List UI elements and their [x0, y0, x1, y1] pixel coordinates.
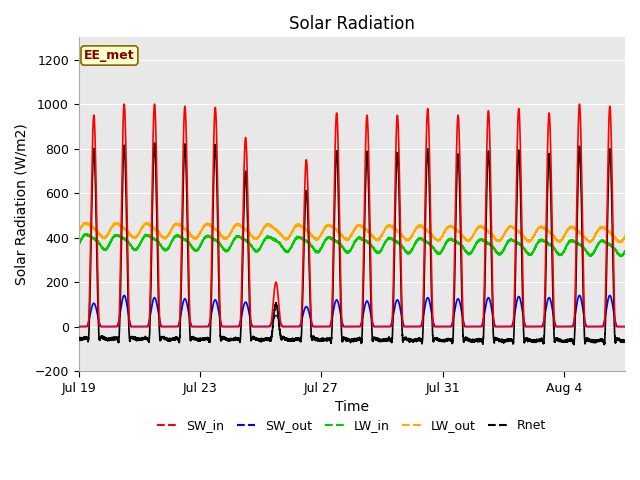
LW_out	[82, 219, 90, 225]
SW_out	[526, 324, 534, 329]
LW_in	[75, 241, 83, 247]
Line: Rnet: Rnet	[79, 143, 625, 345]
SW_in	[506, 324, 514, 329]
LW_out	[305, 229, 312, 235]
LW_in	[506, 237, 514, 243]
Rnet	[621, 339, 629, 345]
Line: SW_out: SW_out	[79, 296, 625, 326]
SW_in	[75, 324, 83, 329]
LW_in	[485, 240, 493, 246]
Rnet	[506, 337, 514, 343]
Title: Solar Radiation: Solar Radiation	[289, 15, 415, 33]
SW_out	[484, 295, 492, 300]
SW_in	[511, 261, 519, 266]
SW_out	[506, 324, 514, 329]
Rnet	[600, 342, 608, 348]
SW_in	[621, 324, 629, 329]
LW_in	[526, 251, 534, 257]
LW_out	[290, 227, 298, 232]
SW_in	[290, 324, 298, 329]
Line: LW_in: LW_in	[79, 234, 625, 256]
SW_in	[305, 223, 312, 228]
SW_out	[511, 309, 519, 314]
LW_in	[82, 231, 90, 237]
SW_out	[606, 293, 614, 299]
Rnet	[526, 336, 534, 342]
Y-axis label: Solar Radiation (W/m2): Solar Radiation (W/m2)	[15, 123, 29, 285]
Rnet	[151, 140, 159, 146]
LW_out	[506, 224, 514, 230]
LW_out	[511, 227, 519, 232]
Legend: SW_in, SW_out, LW_in, LW_out, Rnet: SW_in, SW_out, LW_in, LW_out, Rnet	[152, 414, 551, 437]
Rnet	[511, 288, 519, 294]
SW_in	[485, 109, 493, 115]
Line: SW_in: SW_in	[79, 104, 625, 326]
LW_out	[526, 238, 534, 244]
LW_in	[290, 240, 298, 246]
LW_in	[617, 253, 625, 259]
Rnet	[75, 335, 83, 341]
LW_in	[305, 239, 312, 245]
LW_in	[621, 248, 629, 254]
SW_out	[75, 324, 83, 329]
SW_out	[290, 324, 298, 329]
LW_in	[511, 239, 519, 245]
Rnet	[290, 337, 298, 343]
SW_out	[305, 309, 312, 314]
LW_out	[75, 229, 83, 235]
SW_out	[621, 324, 629, 329]
LW_out	[485, 229, 493, 235]
X-axis label: Time: Time	[335, 400, 369, 414]
Line: LW_out: LW_out	[79, 222, 625, 242]
SW_in	[526, 324, 534, 329]
Rnet	[305, 247, 312, 253]
SW_in	[120, 101, 128, 107]
Text: EE_met: EE_met	[84, 49, 135, 62]
LW_out	[621, 233, 629, 239]
LW_out	[616, 240, 624, 245]
Rnet	[485, 149, 493, 155]
